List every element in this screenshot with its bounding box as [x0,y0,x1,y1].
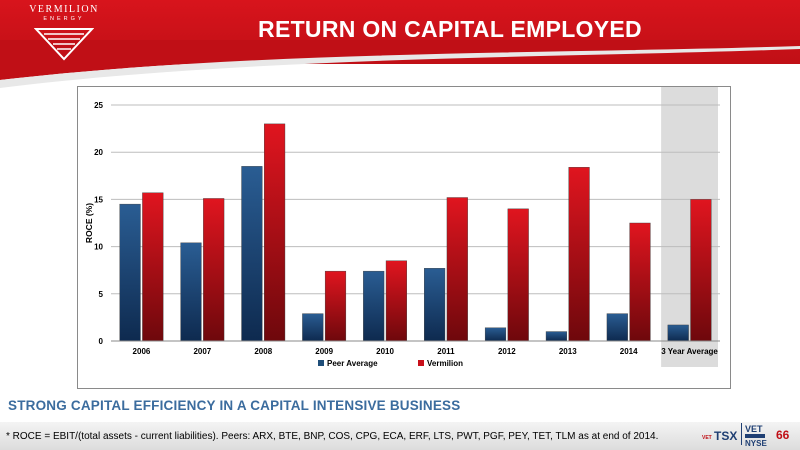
bar-vermilion [568,167,590,342]
bar-peer-average [119,203,141,342]
y-tick-label: 20 [94,148,103,157]
bar-peer-average [424,268,446,342]
bar-peer-average [545,331,567,342]
y-tick-label: 25 [94,101,103,110]
bar-peer-average [180,242,202,342]
ticker-small: VET [702,435,712,441]
bar-vermilion [264,123,286,342]
bar-vermilion [324,270,347,342]
x-tick-label: 2009 [315,347,333,356]
vermilion-logo: VERMILION ENERGY [14,4,114,66]
chart-frame: 0 5 10 15 20 25 ROCE (%) 2006 2007 2008 2009 2010 20… [77,86,731,389]
ticker-vet: VET [745,424,763,434]
x-tick-label: 2011 [437,347,455,356]
bar-peer-average [484,327,507,342]
x-tick-label: 2012 [498,347,516,356]
slide-subtitle: STRONG CAPITAL EFFICIENCY IN A CAPITAL I… [8,398,461,413]
x-tick-label: 2007 [193,347,211,356]
bar-vermilion [629,222,651,342]
bar-vermilion [446,197,468,342]
legend-swatch-peer-average [318,360,324,366]
bar-vermilion [142,192,164,342]
logo-subtext: ENERGY [43,16,85,22]
legend-label: Peer Average [327,359,378,368]
y-tick-label: 5 [99,290,104,299]
bar-peer-average [606,313,628,342]
ticker-logo: VET TSX VET NYSE [702,423,767,448]
x-tick-label: 2013 [559,347,577,356]
bar-vermilion [385,260,407,342]
y-axis-label: ROCE (%) [84,203,94,243]
y-tick-label: 10 [94,243,103,252]
page-title: RETURN ON CAPITAL EMPLOYED [258,16,642,42]
roce-bar-chart: 0 5 10 15 20 25 ROCE (%) 2006 2007 2008 2009 2010 20… [84,87,720,368]
header-swoosh [0,40,800,88]
bar-vermilion [507,208,529,342]
y-tick-label: 0 [99,337,104,346]
x-tick-label: 3 Year Average [661,347,718,356]
bar-vermilion [690,199,712,342]
footer-bar [0,422,800,450]
bar-peer-average [241,166,263,342]
page-number: 66 [776,428,790,442]
bar-peer-average [363,270,385,342]
x-tick-label: 2006 [133,347,151,356]
ticker-tsx: TSX [714,429,737,443]
legend-swatch-vermilion [418,360,424,366]
ticker-nyse: NYSE [745,439,767,448]
y-tick-label: 15 [94,195,103,204]
x-tick-label: 2010 [376,347,394,356]
bar-peer-average [302,313,324,342]
logo-wordmark: VERMILION [29,4,99,15]
x-tick-label: 2008 [254,347,272,356]
bar-vermilion [203,198,225,342]
legend-label: Vermilion [427,359,463,368]
x-tick-label: 2014 [620,347,638,356]
logo-emblem-icon [34,28,94,61]
bar-peer-average [667,324,689,342]
footnote: * ROCE = EBIT/(total assets - current li… [6,431,659,442]
